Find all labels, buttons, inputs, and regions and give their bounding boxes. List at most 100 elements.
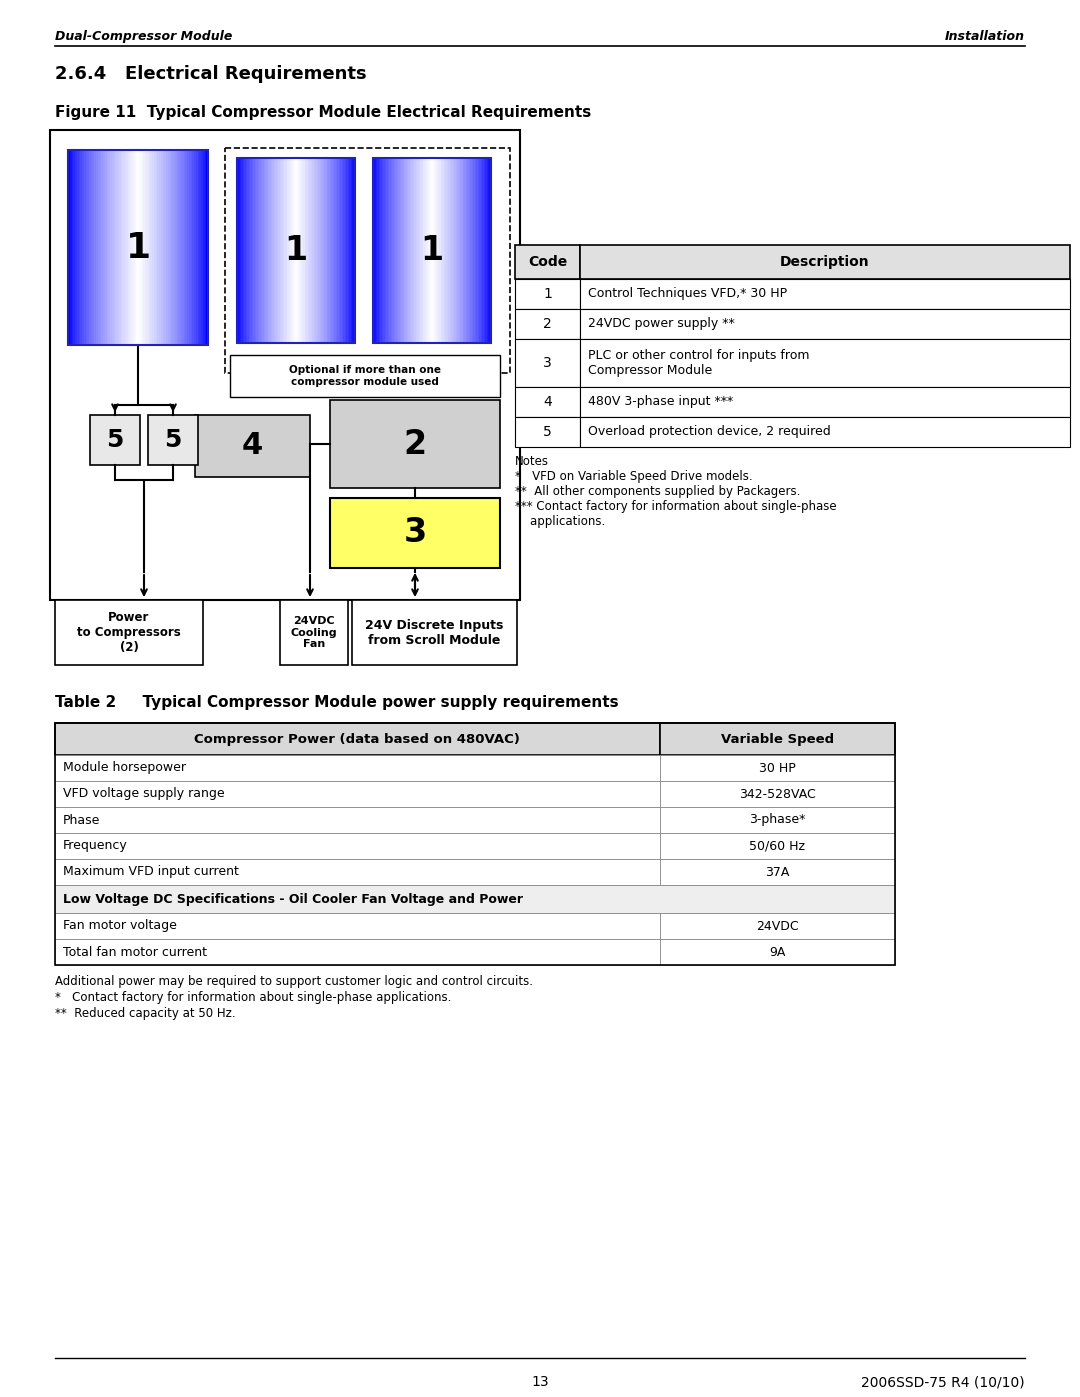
Bar [291, 158, 293, 344]
Bar [117, 149, 120, 345]
Bar [660, 781, 895, 807]
Bar [349, 158, 352, 344]
Bar [321, 158, 324, 344]
Bar [280, 158, 282, 344]
Text: 5: 5 [164, 427, 181, 453]
Text: *   Contact factory for information about single-phase applications.: * Contact factory for information about … [55, 990, 451, 1004]
Bar [472, 158, 474, 344]
Bar [515, 309, 580, 339]
Bar [156, 149, 159, 345]
Bar [77, 149, 80, 345]
Bar [445, 158, 448, 344]
Bar [172, 149, 174, 345]
Bar [387, 158, 389, 344]
Bar [149, 149, 151, 345]
Bar [272, 158, 275, 344]
Bar [477, 158, 481, 344]
Bar [405, 158, 408, 344]
Bar [153, 149, 157, 345]
Bar [170, 149, 172, 345]
Text: Phase: Phase [63, 813, 100, 827]
Bar [457, 158, 460, 344]
Bar [440, 158, 442, 344]
Text: Overload protection device, 2 required: Overload protection device, 2 required [588, 426, 831, 439]
Bar [55, 724, 895, 965]
Bar [55, 833, 660, 859]
Text: 2006SSD-75 R4 (10/10): 2006SSD-75 R4 (10/10) [862, 1375, 1025, 1389]
Bar [55, 599, 203, 665]
Text: 1: 1 [284, 235, 308, 267]
Bar [84, 149, 86, 345]
Text: 5: 5 [106, 427, 124, 453]
Bar [150, 149, 153, 345]
Bar [421, 158, 424, 344]
Text: applications.: applications. [515, 515, 605, 528]
Bar [348, 158, 350, 344]
Bar [435, 158, 437, 344]
Bar [131, 149, 134, 345]
Bar [437, 158, 441, 344]
Bar [262, 158, 265, 344]
Bar [382, 158, 384, 344]
Text: **  Reduced capacity at 50 Hz.: ** Reduced capacity at 50 Hz. [55, 1007, 235, 1020]
Bar [242, 158, 244, 344]
Bar [296, 158, 298, 344]
Bar [423, 158, 426, 344]
Bar [330, 400, 500, 488]
Bar [82, 149, 84, 345]
Bar [189, 149, 191, 345]
Bar [259, 158, 261, 344]
Bar [312, 158, 314, 344]
Bar [471, 158, 473, 344]
Bar [71, 149, 75, 345]
Bar [375, 158, 377, 344]
Bar [487, 158, 489, 344]
Bar [347, 158, 349, 344]
Bar [148, 415, 198, 465]
Bar [441, 158, 443, 344]
Bar [460, 158, 462, 344]
Text: Total fan motor current: Total fan motor current [63, 946, 207, 958]
Text: 4: 4 [543, 395, 552, 409]
Bar [248, 158, 252, 344]
Bar [447, 158, 449, 344]
Bar [343, 158, 346, 344]
Bar [178, 149, 181, 345]
Bar [515, 387, 580, 416]
Bar [448, 158, 450, 344]
Bar [85, 149, 89, 345]
Bar [139, 149, 143, 345]
Bar [180, 149, 183, 345]
Bar [308, 158, 310, 344]
Bar [121, 149, 123, 345]
Bar [55, 939, 660, 965]
Bar [413, 158, 416, 344]
Bar [138, 149, 140, 345]
Text: VFD voltage supply range: VFD voltage supply range [63, 788, 225, 800]
Bar [410, 158, 413, 344]
Bar [253, 158, 256, 344]
Text: Table 2     Typical Compressor Module power supply requirements: Table 2 Typical Compressor Module power … [55, 694, 619, 710]
Bar [239, 158, 241, 344]
Text: Fan motor voltage: Fan motor voltage [63, 919, 177, 933]
Bar [127, 149, 131, 345]
Bar [444, 158, 446, 344]
Bar [463, 158, 465, 344]
Bar [454, 158, 457, 344]
Bar [340, 158, 342, 344]
Bar [147, 149, 149, 345]
Bar [166, 149, 168, 345]
Bar [333, 158, 336, 344]
Bar [415, 158, 417, 344]
Bar [373, 158, 376, 344]
Bar [485, 158, 487, 344]
Text: Additional power may be required to support customer logic and control circuits.: Additional power may be required to supp… [55, 975, 534, 988]
Bar [453, 158, 455, 344]
Bar [515, 416, 580, 447]
Bar [158, 149, 160, 345]
Bar [284, 158, 286, 344]
Bar [468, 158, 470, 344]
Text: 5: 5 [543, 425, 552, 439]
Bar [110, 149, 112, 345]
Text: 24V Discrete Inputs
from Scroll Module: 24V Discrete Inputs from Scroll Module [365, 619, 503, 647]
